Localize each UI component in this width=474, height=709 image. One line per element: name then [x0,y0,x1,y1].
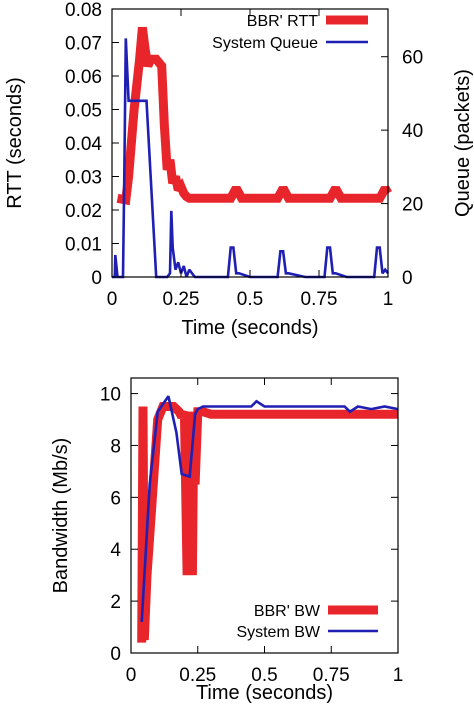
x-tick-label: 0 [107,289,118,310]
legend-label: System BW [236,624,320,641]
y-tick-label: 4 [110,540,121,561]
y2-tick-label: 20 [402,195,423,216]
y-tick-label: 0.01 [65,235,102,256]
y2-axis-label: Queue (packets) [452,69,474,217]
y-tick-label: 8 [110,436,121,457]
y-tick-label: 0 [110,644,121,665]
x-tick-label: 0.5 [251,665,277,686]
y-axis-label: Bandwidth (Mb/s) [50,438,72,594]
x-tick-label: 0.25 [163,289,200,310]
legend-label: BBR' RTT [247,13,318,30]
y-tick-label: 6 [110,488,121,509]
x-tick-label: 1 [383,289,394,310]
y-tick-label: 0.04 [65,134,102,155]
y-axis-label: RTT (seconds) [4,77,26,209]
x-tick-label: 0.75 [313,665,350,686]
x-axis-label: Time (seconds) [181,317,318,339]
series-line-system [112,38,390,279]
series-line-system [140,395,399,622]
x-tick-label: 0.25 [179,665,216,686]
y-tick-label: 0 [91,268,102,289]
x-tick-label: 1 [393,665,404,686]
y-tick-label: 0.02 [65,201,102,222]
x-tick-label: 0 [126,665,137,686]
y2-tick-label: 60 [402,48,423,69]
y-tick-label: 0.05 [65,101,102,122]
y2-tick-label: 40 [402,121,423,142]
y-tick-label: 2 [110,592,121,613]
y-tick-label: 0.03 [65,168,102,189]
x-axis-label: Time (seconds) [196,682,333,704]
rtt-chart: 0 0.25 0.5 0.75 100.010.020.030.040.050.060.… [4,0,474,339]
y2-tick-label: 0 [402,268,413,289]
y-tick-label: 10 [100,385,121,406]
legend-label: System Queue [212,35,318,52]
x-tick-label: 0.75 [301,289,338,310]
series-line-bbr [116,26,392,206]
y-tick-label: 0.06 [65,67,102,88]
y-tick-label: 0.08 [65,0,102,21]
y-tick-label: 0.07 [65,34,102,55]
legend-label: BBR' BW [254,603,321,620]
x-tick-label: 0.5 [237,289,263,310]
